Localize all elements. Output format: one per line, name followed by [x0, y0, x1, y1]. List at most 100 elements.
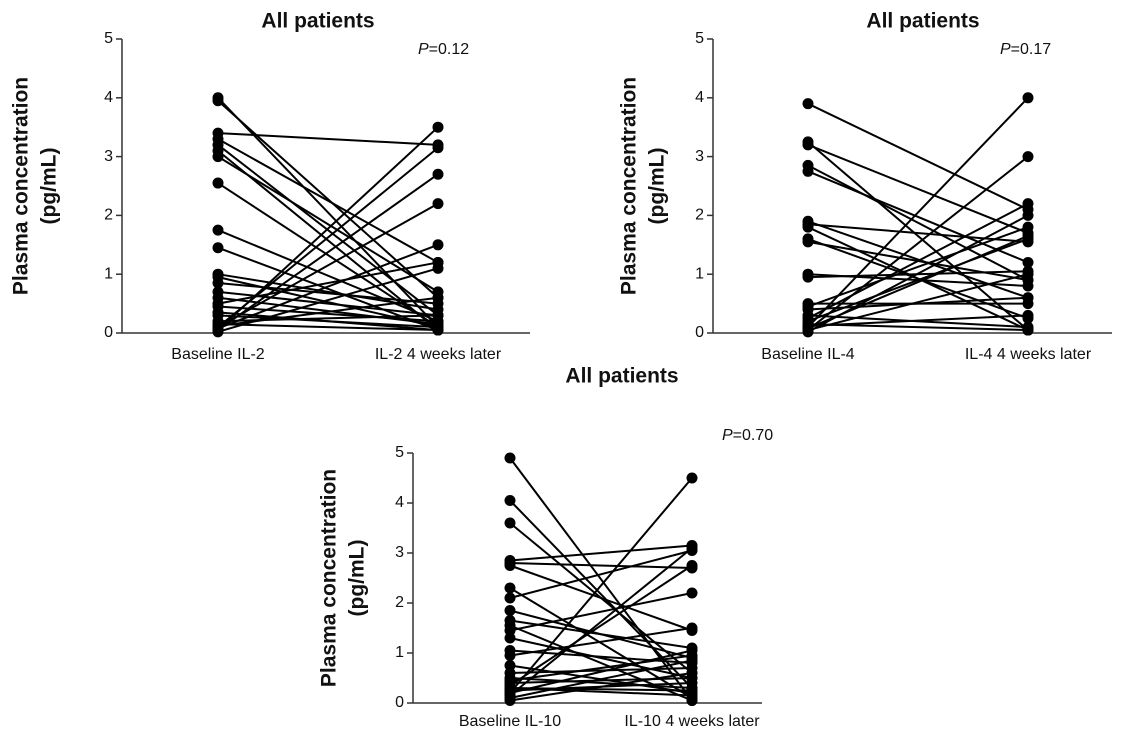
y-axis-label: Plasma concentration [618, 77, 641, 295]
data-point [686, 672, 698, 684]
pair-line [217, 202, 439, 328]
x-tick-label: Baseline IL-4 [761, 346, 854, 363]
y-tick-label: 0 [695, 324, 704, 341]
data-point [1022, 209, 1034, 221]
data-point [802, 98, 814, 110]
pair-line [217, 323, 439, 332]
pair-line [217, 99, 439, 299]
y-tick-label: 2 [104, 207, 113, 224]
chart-title: All patients [565, 365, 678, 388]
pair-line [217, 144, 439, 317]
pair-line [509, 687, 693, 692]
data-point [686, 587, 698, 599]
y-tick-label: 4 [104, 89, 113, 106]
pair-line [807, 226, 1029, 308]
data-point [504, 605, 516, 616]
data-point [802, 236, 814, 248]
annotation-italic: P [418, 41, 429, 58]
data-point [686, 645, 698, 656]
annotation: P=0.12 [418, 41, 469, 58]
data-point [212, 224, 224, 236]
pair-line [509, 544, 693, 562]
pair-line [807, 314, 1029, 327]
pair-line [807, 223, 1029, 243]
pair-line [217, 243, 439, 330]
pair-line [807, 202, 1029, 320]
pair-line [217, 229, 439, 323]
pair-line [807, 102, 1029, 211]
annotation: P=0.17 [1000, 41, 1051, 58]
annotation-text: =0.70 [733, 427, 774, 444]
pair-line [509, 564, 693, 632]
annotation-text: =0.12 [429, 41, 470, 58]
pair-line [807, 214, 1029, 333]
data-point [432, 309, 444, 321]
pair-line [509, 627, 693, 657]
data-point [504, 650, 516, 661]
x-tick-label: IL-2 4 weeks later [375, 346, 502, 363]
y-tick-label: 3 [695, 148, 704, 165]
pair-line [807, 170, 1029, 264]
data-point [1022, 198, 1034, 210]
pair-line [807, 237, 1029, 323]
y-axis-label: Plasma concentration [10, 77, 33, 295]
y-axis-label: (pg/mL) [38, 148, 61, 225]
data-point [1022, 280, 1034, 292]
data-point [504, 592, 516, 604]
data-point [504, 495, 516, 506]
data-point [686, 560, 698, 571]
panel: All patients P=0.12 Plasma concentration (p… [10, 10, 530, 363]
data-point [212, 277, 224, 289]
chart-title: All patients [261, 10, 374, 33]
y-axis-label: Plasma concentration [318, 469, 341, 687]
pair-line [509, 649, 693, 664]
pair-line [509, 564, 693, 687]
y-tick-label: 4 [695, 89, 704, 106]
y-tick-label: 2 [695, 207, 704, 224]
y-tick-label: 1 [695, 265, 704, 282]
y-tick-label: 0 [395, 694, 404, 711]
pair-line [509, 677, 693, 689]
data-point [504, 677, 516, 689]
y-tick-label: 1 [395, 644, 404, 661]
pair-line [509, 637, 693, 679]
panel: All patients P=0.17 Plasma concentration (p… [618, 10, 1112, 363]
pair-line [509, 549, 693, 599]
data-point [212, 177, 224, 189]
annotation: P=0.70 [722, 427, 773, 444]
data-point [686, 542, 698, 554]
data-point [432, 198, 444, 210]
y-tick-label: 0 [104, 324, 113, 341]
data-point [686, 622, 698, 634]
pair-line [217, 273, 439, 311]
panel: All patients P=0.70 Plasma concentration (p… [318, 365, 774, 731]
pair-line [807, 155, 1029, 331]
pair-line [217, 305, 439, 323]
pair-line [807, 97, 1029, 328]
pair-line [509, 477, 693, 694]
data-point [1022, 221, 1034, 233]
x-tick-label: IL-4 4 weeks later [965, 346, 1092, 363]
pair-line [217, 132, 439, 146]
data-point [504, 687, 516, 699]
data-point [432, 168, 444, 180]
pair-line [509, 672, 693, 702]
pair-line [217, 155, 439, 293]
data-point [802, 221, 814, 233]
pair-line [509, 654, 693, 682]
data-point [432, 262, 444, 274]
y-tick-label: 1 [104, 265, 113, 282]
y-axis-label: (pg/mL) [646, 148, 669, 225]
annotation-text: =0.17 [1011, 41, 1052, 58]
y-tick-label: 5 [395, 444, 404, 461]
pair-line [509, 659, 693, 699]
data-point [212, 242, 224, 254]
pair-line [509, 592, 693, 632]
data-point [504, 582, 516, 594]
x-tick-label: IL-10 4 weeks later [624, 713, 760, 730]
data-point [1022, 230, 1034, 242]
pair-line [509, 677, 693, 684]
pair-line [807, 237, 1029, 320]
x-tick-label: Baseline IL-2 [171, 346, 264, 363]
